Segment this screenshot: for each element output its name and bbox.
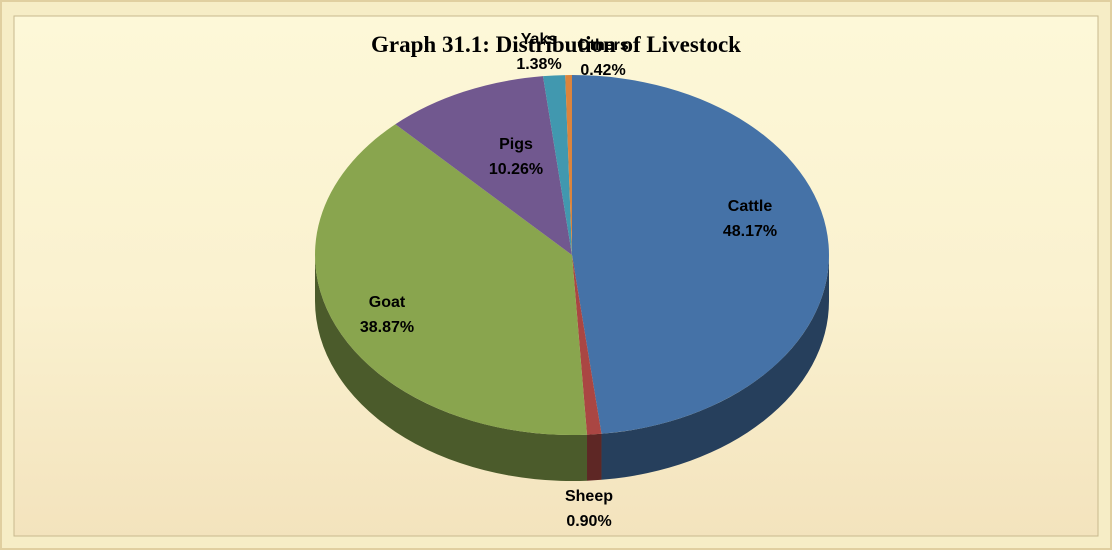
value-label: 48.17% bbox=[723, 223, 777, 240]
value-label: 10.26% bbox=[489, 161, 543, 178]
slice-label: Sheep bbox=[565, 488, 613, 505]
slice bbox=[395, 76, 572, 255]
chart-title: Graph 31.1: Distribution of Livestock bbox=[371, 32, 741, 57]
slice-label: Yaks bbox=[521, 31, 558, 48]
slice-label: Goat bbox=[369, 294, 406, 311]
slice-side bbox=[587, 433, 602, 481]
slice-side bbox=[315, 255, 588, 481]
slice bbox=[572, 75, 829, 434]
slice bbox=[565, 75, 572, 255]
value-label: 38.87% bbox=[360, 319, 414, 336]
slice bbox=[315, 124, 588, 435]
slice-label: Cattle bbox=[728, 198, 773, 215]
slice bbox=[572, 255, 602, 435]
slice-label: Others bbox=[577, 37, 629, 54]
slice-label: Pigs bbox=[499, 136, 533, 153]
slice-side bbox=[601, 255, 829, 480]
value-label: 1.38% bbox=[516, 56, 561, 73]
value-label: 0.42% bbox=[580, 62, 625, 79]
value-label: 0.90% bbox=[566, 513, 611, 530]
slice bbox=[542, 75, 572, 255]
